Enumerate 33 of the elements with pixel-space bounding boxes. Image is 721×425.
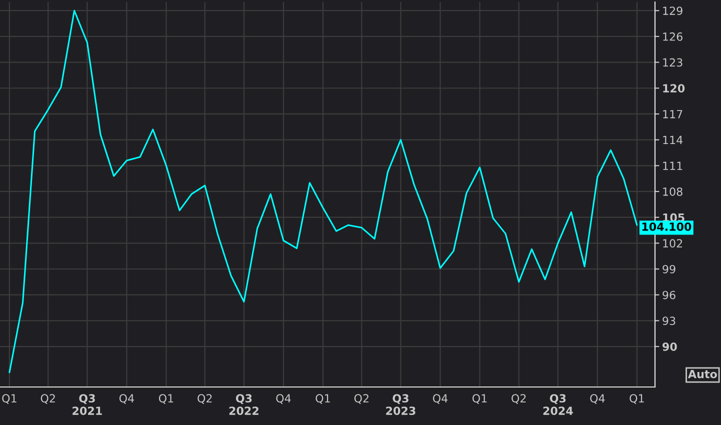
x-tick-label: Q4	[590, 394, 605, 404]
x-tick-label: Q1	[158, 394, 174, 404]
y-tick-label: 102	[663, 239, 682, 248]
x-tick-label: Q1	[630, 394, 644, 404]
x-tick-label: Q3 2022	[229, 394, 258, 415]
x-tick-label: Q3 2021	[72, 394, 102, 415]
x-tick-label: Q2	[354, 394, 368, 404]
y-tick-label: 129	[663, 6, 682, 15]
y-tick-label: 96	[662, 290, 676, 300]
y-tick-label: 117	[663, 110, 682, 118]
y-tick-label: 111	[663, 162, 682, 170]
y-tick-label: 93	[662, 316, 676, 326]
y-tick-label: 99	[662, 264, 676, 274]
y-tick-label: 108	[663, 187, 682, 196]
text: Auto	[688, 370, 717, 378]
x-tick-label: Q3 2023	[386, 394, 416, 415]
x-tick-label: Q2	[512, 394, 526, 404]
x-tick-label: Q1	[316, 394, 330, 404]
data-label: 104.100	[642, 222, 692, 231]
x-tick-label: Q4	[432, 394, 448, 404]
x-tick-label: Q1	[2, 394, 16, 404]
x-tick-label: Q4	[276, 394, 291, 404]
y-tick-label: 123	[663, 58, 682, 67]
x-tick-label: Q4	[119, 394, 134, 404]
y-tick-label: 126	[663, 32, 682, 41]
x-tick-label: Q1	[472, 394, 487, 404]
x-tick-label: Q2	[40, 394, 55, 404]
line-series	[8, 10, 638, 374]
y-tick-label: 90	[662, 342, 677, 351]
y-tick-label: 120	[663, 84, 685, 93]
x-tick-label: Q3 2024	[543, 394, 573, 415]
y-tick-label: 114	[663, 136, 683, 144]
x-tick-label: Q2	[198, 394, 212, 404]
